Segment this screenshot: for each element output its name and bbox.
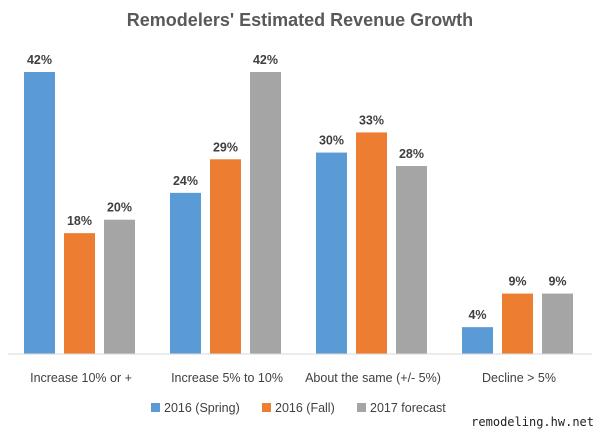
legend-label-2016-spring: 2016 (Spring): [164, 401, 240, 415]
bar-2016-fall-about-the-same-5: [356, 132, 387, 354]
data-label-2016-spring-decline-5: 4%: [468, 308, 486, 322]
bar-2016-fall-increase-10-or: [64, 233, 95, 354]
chart-title: Remodelers' Estimated Revenue Growth: [127, 10, 473, 30]
legend-swatch-2017-forecast: [357, 403, 366, 412]
data-label-2016-fall-increase-5-to-10: 29%: [213, 140, 238, 154]
legend: 2016 (Spring) 2016 (Fall) 2017 forecast: [151, 401, 446, 415]
bar-2016-fall-decline-5: [502, 293, 533, 354]
legend-swatch-2016-spring: [151, 403, 160, 412]
bar-2017-forecast-increase-5-to-10: [250, 72, 281, 354]
data-label-2016-spring-increase-10-or: 42%: [27, 53, 52, 67]
bar-2017-forecast-about-the-same-5: [396, 166, 427, 354]
legend-swatch-2016-fall: [262, 403, 271, 412]
data-label-2016-spring-increase-5-to-10: 24%: [173, 174, 198, 188]
data-label-2016-fall-decline-5: 9%: [508, 275, 526, 289]
x-tick-label: Increase 10% or +: [30, 371, 132, 385]
data-label-2017-forecast-about-the-same-5: 28%: [399, 147, 424, 161]
data-label-2017-forecast-decline-5: 9%: [548, 275, 566, 289]
bar-2016-spring-increase-5-to-10: [170, 192, 201, 354]
bar-2016-spring-decline-5: [462, 327, 493, 354]
legend-label-2016-fall: 2016 (Fall): [275, 401, 335, 415]
data-label-2017-forecast-increase-10-or: 20%: [107, 201, 132, 215]
x-tick-labels: Increase 10% or + Increase 5% to 10% About…: [30, 371, 556, 385]
bars-layer: 42% 18% 20% 24% 29% 42% 30% 33% 28% 4% 9% 9%: [24, 53, 573, 354]
data-label-2016-fall-increase-10-or: 18%: [67, 214, 92, 228]
bar-2017-forecast-increase-10-or: [104, 219, 135, 354]
bar-2016-spring-about-the-same-5: [316, 152, 347, 354]
bar-2016-spring-increase-10-or: [24, 72, 55, 354]
data-label-2016-fall-about-the-same-5: 33%: [359, 113, 384, 127]
x-tick-label: About the same (+/- 5%): [305, 371, 441, 385]
legend-label-2017-forecast: 2017 forecast: [370, 401, 446, 415]
watermark-text: remodeling.hw.net: [471, 415, 594, 429]
x-tick-label: Decline > 5%: [482, 371, 556, 385]
data-label-2016-spring-about-the-same-5: 30%: [319, 134, 344, 148]
x-tick-label: Increase 5% to 10%: [171, 371, 283, 385]
bar-2017-forecast-decline-5: [542, 293, 573, 354]
bar-2016-fall-increase-5-to-10: [210, 159, 241, 354]
data-label-2017-forecast-increase-5-to-10: 42%: [253, 53, 278, 67]
